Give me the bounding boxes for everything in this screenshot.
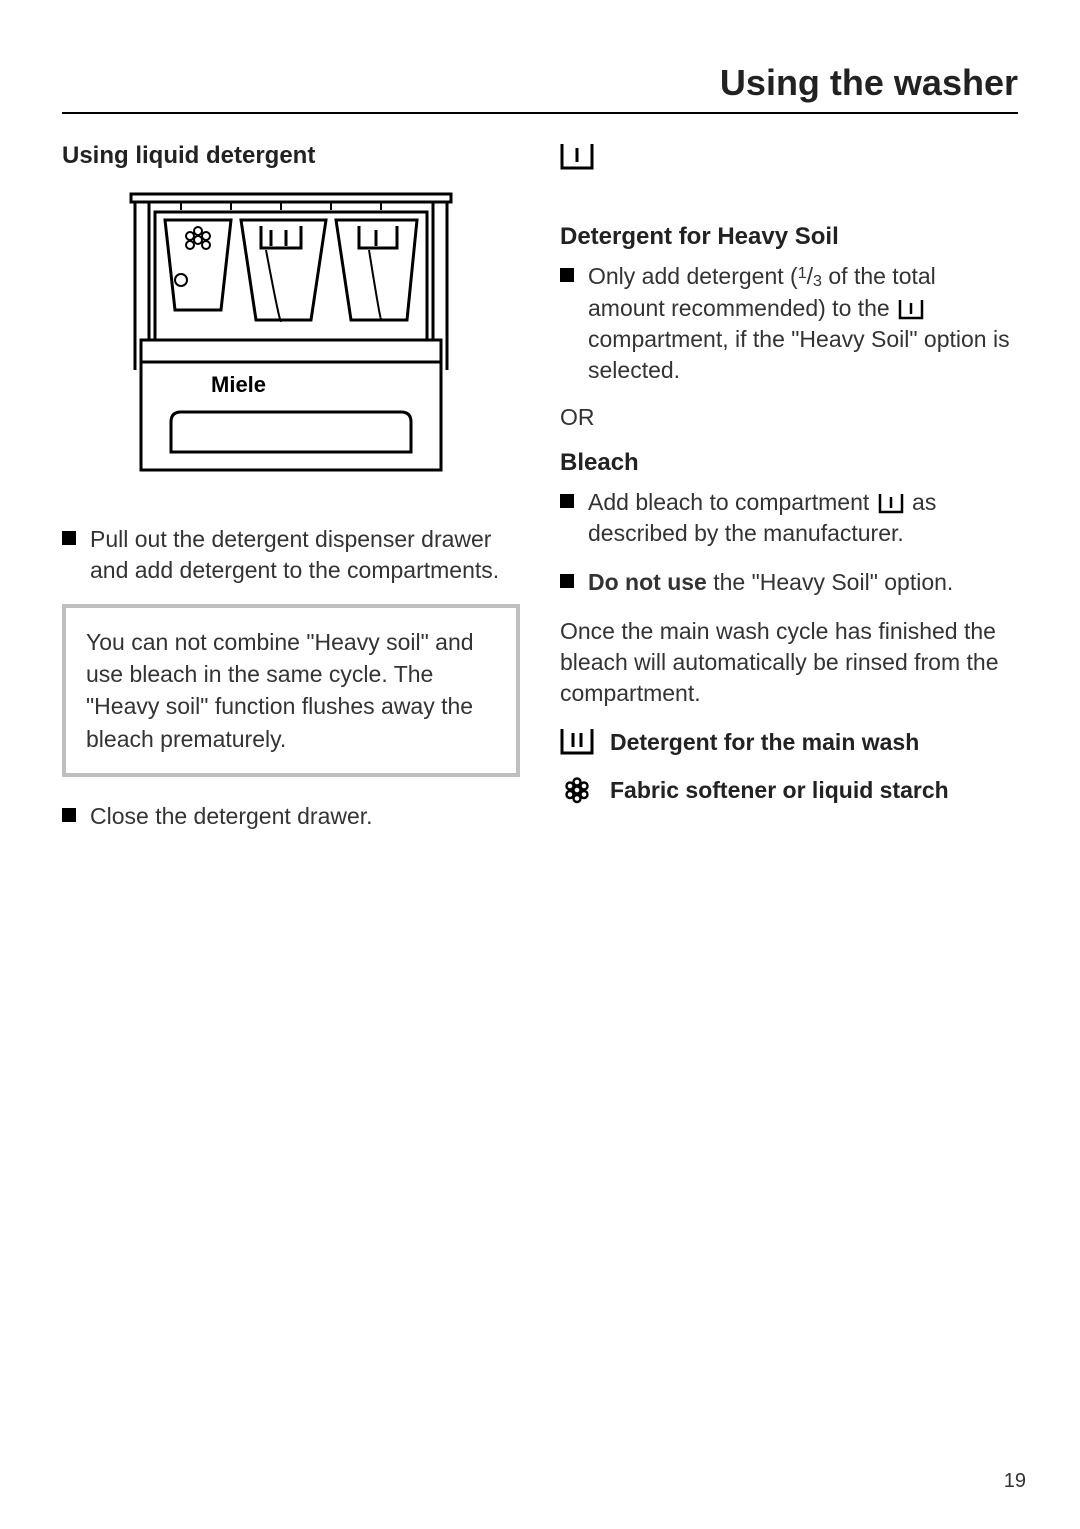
bleach-text-a: Add bleach to compartment [588,489,876,515]
compartment-one-icon [560,142,594,172]
bleach-heading: Bleach [560,449,1018,477]
bullet-close-drawer: Close the detergent drawer. [62,801,520,832]
mainwash-label: Detergent for the main wash [610,729,919,756]
left-bullets-1: Pull out the detergent dispenser drawer … [62,524,520,586]
columns: Using liquid detergent [62,142,1018,850]
callout-box: You can not combine "Heavy soil" and use… [62,604,520,777]
heavy-text-c: compartment, if the "Heavy Soil" option … [588,326,1010,383]
right-column: Detergent for Heavy Soil Only add deterg… [560,142,1018,850]
softener-label: Fabric softener or liquid starch [610,777,949,804]
frac-den: 3 [813,272,822,290]
compartment-one-icon-inline [898,298,924,320]
bullet-bleach-donot: Do not use the "Heavy Soil" option. [560,567,1018,598]
softener-line: Fabric softener or liquid starch [560,775,1018,805]
page-title: Using the washer [62,62,1018,114]
or-text: OR [560,404,1018,431]
page: Using the washer Using liquid detergent [0,0,1080,870]
bullet-pull-drawer: Pull out the detergent dispenser drawer … [62,524,520,586]
left-heading: Using liquid detergent [62,142,520,170]
donot-bold: Do not use [588,569,707,595]
heavy-soil-heading: Detergent for Heavy Soil [560,223,1018,251]
bullet-heavy-soil: Only add detergent (1/3 of the total amo… [560,261,1018,386]
bleach-bullets: Add bleach to compartment as described b… [560,487,1018,598]
bullet-bleach-add: Add bleach to compartment as described b… [560,487,1018,549]
mainwash-line: Detergent for the main wash [560,727,1018,757]
bleach-after-text: Once the main wash cycle has finished th… [560,616,1018,709]
dispenser-illustration: Miele [111,190,471,500]
heavy-soil-bullets: Only add detergent (1/3 of the total amo… [560,261,1018,386]
left-bullets-2: Close the detergent drawer. [62,801,520,832]
compartment-one-icon-inline-2 [878,492,904,514]
page-number: 19 [1004,1470,1026,1493]
frac-num: 1 [798,264,807,282]
heavy-text-a: Only add detergent ( [588,263,798,289]
compartment-two-icon [560,727,594,757]
flower-icon [560,775,594,805]
left-column: Using liquid detergent [62,142,520,850]
donot-rest: the "Heavy Soil" option. [707,569,953,595]
brand-text: Miele [211,372,266,397]
